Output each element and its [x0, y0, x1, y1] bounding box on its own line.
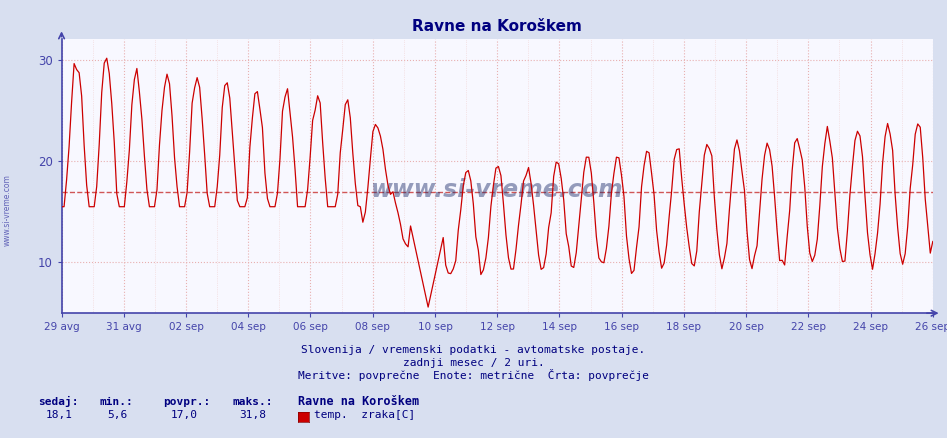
- Text: min.:: min.:: [99, 397, 134, 407]
- Title: Ravne na Koroškem: Ravne na Koroškem: [412, 19, 582, 34]
- Text: 5,6: 5,6: [107, 410, 127, 420]
- Text: sedaj:: sedaj:: [38, 396, 79, 407]
- Text: Slovenija / vremenski podatki - avtomatske postaje.: Slovenija / vremenski podatki - avtomats…: [301, 345, 646, 355]
- Text: povpr.:: povpr.:: [163, 397, 210, 407]
- Text: zadnji mesec / 2 uri.: zadnji mesec / 2 uri.: [402, 358, 545, 368]
- Text: www.si-vreme.com: www.si-vreme.com: [371, 178, 623, 202]
- Text: 17,0: 17,0: [170, 410, 198, 420]
- Text: temp.  zraka[C]: temp. zraka[C]: [314, 410, 416, 420]
- Text: maks.:: maks.:: [232, 397, 273, 407]
- Text: Ravne na Koroškem: Ravne na Koroškem: [298, 395, 420, 408]
- Text: 18,1: 18,1: [45, 410, 73, 420]
- Text: Meritve: povprečne  Enote: metrične  Črta: povprečje: Meritve: povprečne Enote: metrične Črta:…: [298, 369, 649, 381]
- Text: www.si-vreme.com: www.si-vreme.com: [3, 174, 12, 246]
- Text: 31,8: 31,8: [240, 410, 267, 420]
